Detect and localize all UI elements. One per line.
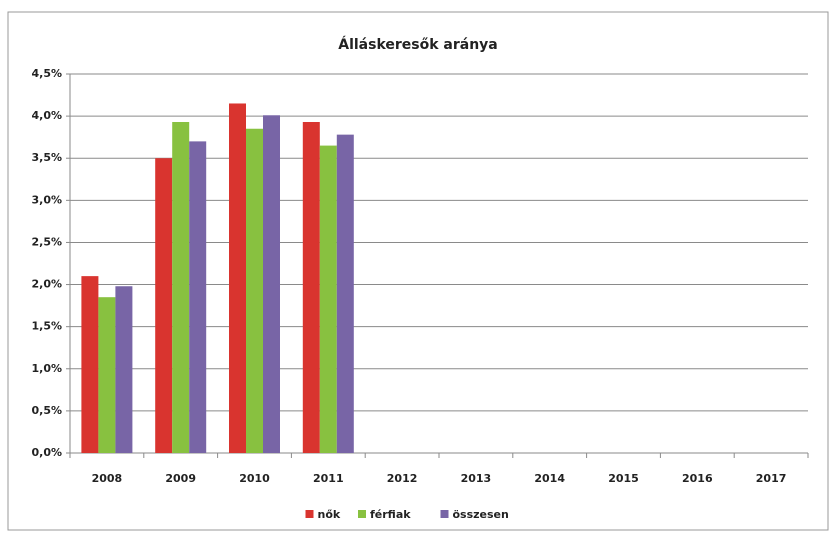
y-tick-label: 4,5% [31, 67, 62, 80]
chart-border [7, 11, 829, 531]
legend-swatch [358, 510, 366, 518]
legend-swatch [440, 510, 449, 518]
y-tick-label: 3,5% [31, 151, 62, 164]
x-tick-label: 2010 [239, 472, 270, 485]
bar [319, 145, 337, 454]
y-tick-label: 0,0% [31, 446, 62, 459]
y-tick-label: 1,0% [31, 362, 62, 375]
x-tick-label: 2016 [682, 472, 713, 485]
y-tick-label: 0,5% [31, 404, 62, 417]
bar [81, 276, 99, 453]
bar [263, 115, 280, 453]
x-tick-label: 2013 [461, 472, 492, 485]
bar [189, 141, 207, 453]
y-tick-label: 3,0% [31, 193, 62, 206]
bar [229, 103, 246, 453]
bar [336, 134, 354, 453]
x-tick-label: 2017 [756, 472, 787, 485]
bar [98, 297, 116, 453]
x-tick-label: 2014 [534, 472, 565, 485]
legend-swatch [305, 510, 314, 518]
x-tick-label: 2012 [387, 472, 418, 485]
x-tick-label: 2015 [608, 472, 639, 485]
legend-label: férfiak [370, 508, 411, 521]
bar [246, 128, 263, 453]
y-tick-label: 2,5% [31, 235, 62, 248]
bar [172, 122, 190, 454]
y-tick-label: 2,0% [31, 278, 62, 291]
x-tick-label: 2011 [313, 472, 344, 485]
x-tick-label: 2009 [165, 472, 196, 485]
legend-label: nők [318, 508, 341, 521]
bar [115, 286, 133, 453]
legend-label: összesen [453, 508, 509, 521]
y-tick-label: 4,0% [31, 109, 62, 122]
x-tick-label: 2008 [92, 472, 123, 485]
chart-title: Álláskeresők aránya [338, 36, 498, 53]
bar [155, 158, 173, 453]
y-tick-label: 1,5% [31, 320, 62, 333]
bar [302, 122, 320, 454]
